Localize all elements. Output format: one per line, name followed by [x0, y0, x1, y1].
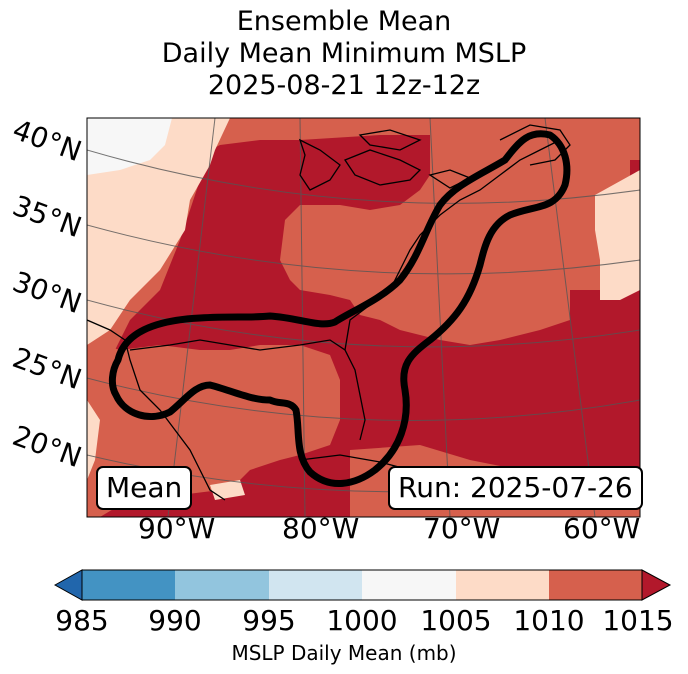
fill-below-1000 [87, 118, 172, 175]
title-line-2: Daily Mean Minimum MSLP [161, 38, 527, 69]
colorbar-tick-1000: 1000 [326, 604, 398, 637]
colorbar-extend-high [641, 569, 672, 601]
colorbar-label: MSLP Daily Mean (mb) [231, 641, 457, 665]
colorbar-tick-1015: 1015 [602, 604, 674, 637]
colorbar-bin-990-995 [175, 570, 269, 600]
colorbar-bin-1000-1005 [362, 570, 456, 600]
colorbar-bin-985-990 [82, 570, 175, 600]
colorbar [53, 569, 672, 601]
colorbar-bin-1010-1015 [549, 570, 642, 600]
title-line-3: 2025-08-21 12z-12z [207, 70, 481, 101]
colorbar-tick-995: 995 [242, 604, 296, 637]
graticule [87, 118, 640, 517]
lon-label-80: 80°W [282, 512, 360, 545]
mean-box: Mean [96, 466, 193, 510]
contour-1010 [108, 130, 571, 488]
lon-label-60: 60°W [563, 512, 641, 545]
title-line-1: Ensemble Mean [236, 6, 452, 37]
colorbar-tick-990: 990 [148, 604, 202, 637]
colorbar-bin-995-1000 [269, 570, 362, 600]
colorbar-tick-1010: 1010 [513, 604, 585, 637]
colorbar-tick-985: 985 [55, 604, 109, 637]
lon-label-70: 70°W [423, 512, 501, 545]
colorbar-tick-1005: 1005 [420, 604, 492, 637]
lon-label-90: 90°W [138, 512, 216, 545]
colorbar-extend-low [53, 569, 83, 601]
run-box: Run: 2025-07-26 [388, 466, 643, 510]
colorbar-bin-1005-1010 [456, 570, 549, 600]
